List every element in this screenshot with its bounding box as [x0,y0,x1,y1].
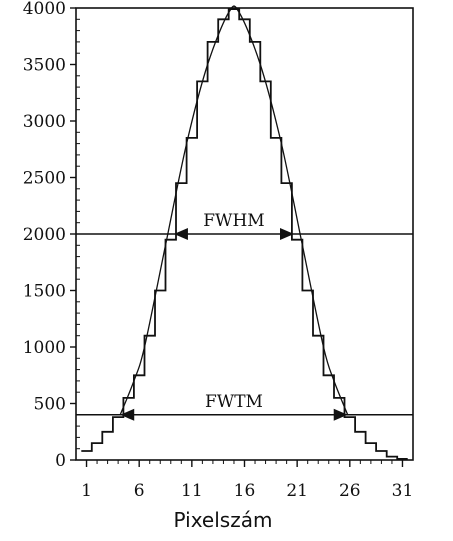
y-tick-label: 2500 [23,169,66,189]
x-tick-label: 16 [234,481,256,501]
arrow-right-icon [333,408,348,421]
x-tick-label: 31 [392,481,414,501]
y-axis: 0 500 1000 1500 2000 2500 3000 3500 4000 [23,0,80,471]
y-tick-label: 0 [55,451,66,471]
y-tick-label: 3000 [23,112,66,132]
x-tick-label: 6 [134,481,145,501]
arrow-left-icon [120,408,135,421]
y-tick-label: 2000 [23,225,66,245]
y-tick-label: 1500 [23,282,66,302]
arrow-right-icon [279,228,294,240]
x-tick-label: 21 [286,481,308,501]
annotation-label: FWTM [205,392,263,412]
x-tick-label: 26 [339,481,361,501]
fitted-curve-series [119,5,349,416]
annotations: FWHM FWTM [76,211,413,421]
y-tick-label: 4000 [23,0,66,19]
y-tick-label: 500 [34,395,66,415]
x-tick-label: 1 [81,481,92,501]
series-layer [81,5,408,460]
arrow-left-icon [173,228,188,240]
x-axis: 1 6 11 16 21 26 31 [81,460,413,501]
annotation-label: FWHM [203,211,265,231]
y-tick-label: 1000 [23,338,66,358]
y-tick-label: 3500 [23,56,66,76]
x-tick-label: 11 [181,481,203,501]
x-axis-label: Pixelszám [174,508,273,532]
